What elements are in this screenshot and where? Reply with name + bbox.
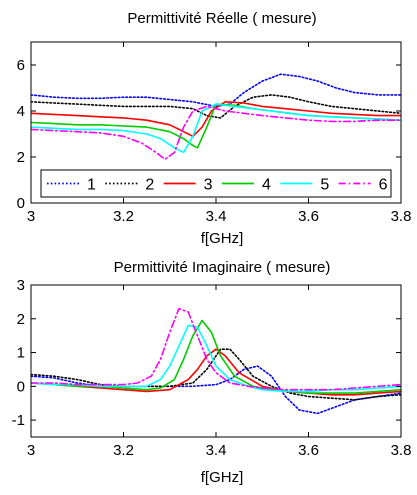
series-line-6	[31, 105, 401, 161]
y-tick-label: 2	[17, 149, 25, 166]
x-tick-label: 3.2	[113, 208, 134, 225]
y-tick-label: 3	[17, 277, 25, 294]
series-line-3	[31, 101, 401, 138]
y-tick-label: 6	[17, 57, 25, 74]
x-tick-label: 3.8	[391, 208, 412, 225]
x-tick-label: 3	[27, 442, 35, 459]
legend: 1 2 3 4 5 6	[40, 169, 392, 198]
series-line-5	[31, 103, 401, 154]
plot-area-real: 3 3.2 3.4 3.6 3.8 0 2 4 6 1 2 3 4 5 6	[17, 41, 412, 225]
series-line-2	[31, 94, 401, 119]
chart-title-real: Permittivité Réelle ( mesure)	[127, 10, 316, 27]
y-tick-label: 2	[17, 311, 25, 328]
y-tick-label: 1	[17, 345, 25, 362]
series-line-4	[31, 319, 401, 394]
axes-frame	[30, 284, 402, 438]
legend-label-3: 3	[204, 177, 213, 194]
y-tick-label: 4	[17, 103, 25, 120]
x-tick-label: 3.6	[298, 208, 319, 225]
series-line-3	[31, 348, 401, 396]
legend-box	[40, 169, 392, 198]
x-tick-label: 3.8	[391, 442, 412, 459]
legend-label-2: 2	[145, 177, 154, 194]
series-line-5	[31, 324, 401, 393]
chart-title-imag: Permittivité Imaginaire ( mesure)	[114, 259, 331, 276]
x-tick-label: 3.2	[113, 442, 134, 459]
y-tick-label: -1	[12, 412, 25, 429]
y-tick-label: 0	[17, 378, 25, 395]
x-tick-label: 3.6	[298, 442, 319, 459]
x-axis-label-real: f[GHz]	[201, 230, 244, 247]
legend-label-6: 6	[379, 177, 388, 194]
x-tick-label: 3.4	[206, 208, 227, 225]
series-line-6	[31, 307, 401, 391]
x-tick-label: 3.4	[206, 442, 227, 459]
plot-area-imag: 3 3.2 3.4 3.6 3.8 -1 0 1 2 3	[12, 277, 412, 459]
legend-label-1: 1	[87, 177, 96, 194]
series-line-1	[31, 73, 401, 108]
x-tick-label: 3	[27, 208, 35, 225]
series-line-4	[31, 103, 401, 149]
legend-label-5: 5	[320, 177, 329, 194]
series-line-2	[31, 348, 401, 401]
y-tick-label: 0	[17, 195, 25, 212]
x-axis-label-imag: f[GHz]	[201, 469, 244, 486]
legend-label-4: 4	[262, 177, 271, 194]
